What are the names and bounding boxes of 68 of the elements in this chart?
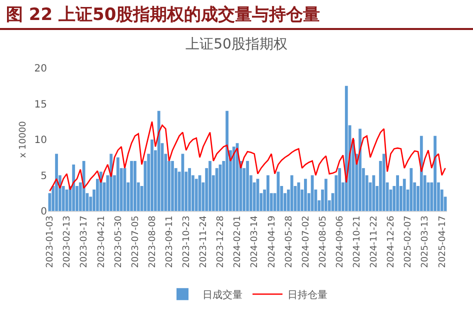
chart-subtitle: 上证50股指期权 (186, 36, 288, 52)
bar (55, 154, 58, 211)
x-tick-label: 2024-08-05 (318, 216, 328, 268)
x-tick-label: 2023-12-28 (216, 215, 226, 268)
bar (324, 178, 328, 211)
x-tick-label: 2023-01-03 (46, 216, 56, 268)
bar (344, 86, 348, 211)
bar (290, 175, 294, 211)
x-tick-label: 2024-03-14 (250, 215, 260, 268)
legend-label: 日成交量 (202, 289, 242, 302)
x-tick-label: 2023-02-13 (62, 216, 73, 268)
x-tick-label: 2024-10-21 (352, 216, 363, 268)
x-tick-label: 2023-05-30 (114, 215, 124, 268)
y-tick-label: 20 (34, 64, 47, 74)
bar (420, 136, 423, 211)
x-tick-label: 2024-02-01 (233, 216, 244, 268)
bar (130, 160, 133, 211)
y-tick-label: 0 (40, 206, 47, 218)
bar (297, 182, 300, 211)
bar (226, 110, 228, 211)
bar (276, 172, 280, 211)
x-tick-label: 2023-07-05 (130, 216, 141, 268)
bar (116, 157, 120, 211)
bar (82, 160, 86, 211)
y-tick-label: 5 (40, 170, 47, 182)
legend-label: 日持仓量 (288, 289, 328, 302)
x-tick-label: 2023-10-23 (182, 216, 192, 268)
bar (396, 175, 399, 211)
x-tick-label: 2025-02-07 (404, 216, 414, 268)
bar (134, 160, 136, 211)
bar (150, 140, 154, 211)
bar (358, 128, 362, 211)
x-tick-label: 2023-04-21 (96, 216, 107, 268)
bar (110, 154, 113, 211)
x-tick-label: 2025-03-13 (420, 216, 431, 268)
line-series (49, 120, 446, 192)
bar (304, 178, 307, 211)
x-tick-label: 2024-05-28 (284, 215, 294, 268)
x-tick-label: 2023-09-11 (164, 216, 175, 268)
bar (382, 154, 386, 211)
bar (246, 160, 249, 211)
x-tick-label: 2024-11-22 (370, 216, 380, 268)
x-tick-label: 2024-04-19 (267, 215, 278, 268)
chart-title: 图 22 上证50股指期权的成交量与持仓量 (0, 0, 473, 30)
bar (188, 168, 191, 211)
bar (338, 168, 342, 211)
x-tick-label: 2024-07-02 (301, 216, 312, 268)
bar (215, 168, 218, 211)
y-tick-label: 10 (34, 135, 47, 146)
y-axis-title: x 10000 (18, 120, 29, 158)
x-tick-label: 2024-12-26 (386, 215, 397, 268)
bar (157, 110, 160, 211)
bar (232, 146, 236, 211)
x-tick-label: 2023-08-08 (148, 215, 158, 268)
bar (402, 178, 406, 211)
x-tick-label: 2024-09-06 (336, 215, 346, 268)
bar (171, 160, 174, 211)
y-tick-label: 15 (34, 99, 47, 110)
x-tick-label: 2023-03-17 (80, 216, 90, 268)
bar (208, 160, 212, 211)
bar (266, 175, 270, 211)
bar (72, 164, 76, 211)
bar (434, 136, 437, 211)
bar (194, 178, 198, 211)
bar (372, 175, 376, 211)
x-tick-label: 2025-04-17 (438, 216, 448, 268)
x-tick-label: 2023-11-24 (199, 215, 210, 268)
bar (410, 168, 413, 211)
